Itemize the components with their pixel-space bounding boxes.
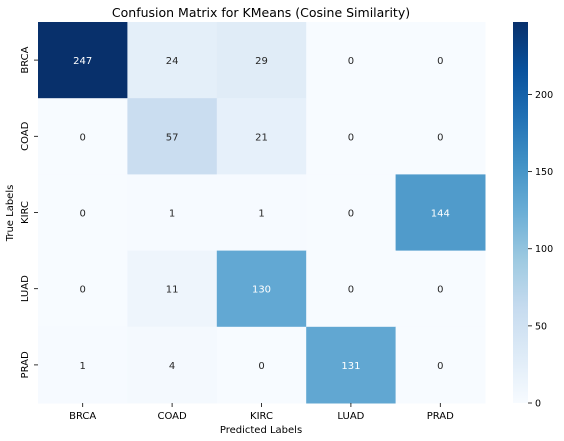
cell-value-label: 0 <box>348 209 354 220</box>
colorbar-tick-label: 0 <box>535 399 541 410</box>
heatmap-cell <box>306 22 397 99</box>
colorbar <box>513 22 528 403</box>
cell-value-label: 24 <box>166 56 179 67</box>
cell-value-label: 247 <box>73 56 92 67</box>
cell-value-label: 131 <box>341 361 360 372</box>
x-tick-label: BRCA <box>69 411 96 422</box>
colorbar-tick-label: 50 <box>535 321 547 332</box>
heatmap-cell <box>395 326 486 404</box>
heatmap-cell <box>395 250 486 328</box>
y-tick-label: LUAD <box>20 275 31 302</box>
x-tick-label: KIRC <box>250 411 273 422</box>
y-tick-label: BRCA <box>20 46 31 73</box>
cell-value-label: 4 <box>169 361 175 372</box>
cell-value-label: 130 <box>252 285 271 296</box>
cell-value-label: 144 <box>431 209 450 220</box>
x-tick-label: PRAD <box>427 411 454 422</box>
cell-value-label: 0 <box>258 361 264 372</box>
colorbar-tick-label: 200 <box>535 90 553 101</box>
heatmap-cell <box>127 250 218 328</box>
heatmap-cell <box>38 98 128 175</box>
colorbar-tick-label: 100 <box>535 244 553 255</box>
cell-value-label: 0 <box>437 285 443 296</box>
chart-title: Confusion Matrix for KMeans (Cosine Simi… <box>112 5 410 20</box>
cell-value-label: 11 <box>166 285 179 296</box>
heatmap-cell <box>306 250 397 328</box>
cell-value-label: 0 <box>437 56 443 67</box>
cell-value-label: 21 <box>255 132 268 143</box>
cell-value-label: 1 <box>80 361 86 372</box>
cell-value-label: 0 <box>437 361 443 372</box>
y-axis-label: True Labels <box>5 185 16 243</box>
heatmap-cell <box>395 22 486 99</box>
cell-value-label: 0 <box>348 132 354 143</box>
heatmap-cell <box>38 250 128 328</box>
heatmap-cell <box>395 174 486 252</box>
heatmap-cell <box>395 98 486 175</box>
x-tick-label: LUAD <box>337 411 364 422</box>
heatmap-cell <box>127 326 218 404</box>
heatmap-cell <box>38 22 128 99</box>
heatmap-cell <box>216 22 307 99</box>
x-axis-label: Predicted Labels <box>220 425 302 436</box>
cell-value-label: 57 <box>166 132 179 143</box>
colorbar-tick-label: 150 <box>535 167 553 178</box>
cell-value-label: 0 <box>437 132 443 143</box>
heatmap-cell <box>216 250 307 328</box>
heatmap-cell <box>216 174 307 252</box>
heatmap-cell <box>38 326 128 404</box>
y-tick-label: KIRC <box>20 201 31 224</box>
heatmap-cell <box>38 174 128 252</box>
x-tick-labels: BRCA COAD KIRC LUAD PRAD <box>69 403 454 422</box>
y-tick-label: PRAD <box>20 351 31 378</box>
cell-value-label: 1 <box>258 209 264 220</box>
y-tick-labels: BRCA COAD KIRC LUAD PRAD <box>20 46 38 378</box>
x-tick-label: COAD <box>157 411 187 422</box>
heatmap-cell <box>306 98 397 175</box>
cell-value-label: 0 <box>80 285 86 296</box>
heatmap-cell <box>306 174 397 252</box>
heatmap-cell <box>216 326 307 404</box>
heatmap-cell <box>306 326 397 404</box>
cell-value-label: 0 <box>80 132 86 143</box>
cell-value-label: 0 <box>348 285 354 296</box>
heatmap-cell <box>127 98 218 175</box>
colorbar-ticks: 0 50 100 150 200 <box>528 90 553 410</box>
cell-value-label: 1 <box>169 209 175 220</box>
heatmap-cell <box>127 22 218 99</box>
heatmap-cell <box>216 98 307 175</box>
cell-value-label: 0 <box>80 209 86 220</box>
y-tick-label: COAD <box>20 121 31 151</box>
cell-value-label: 29 <box>255 56 268 67</box>
heatmap-cell <box>127 174 218 252</box>
cell-value-label: 0 <box>348 56 354 67</box>
